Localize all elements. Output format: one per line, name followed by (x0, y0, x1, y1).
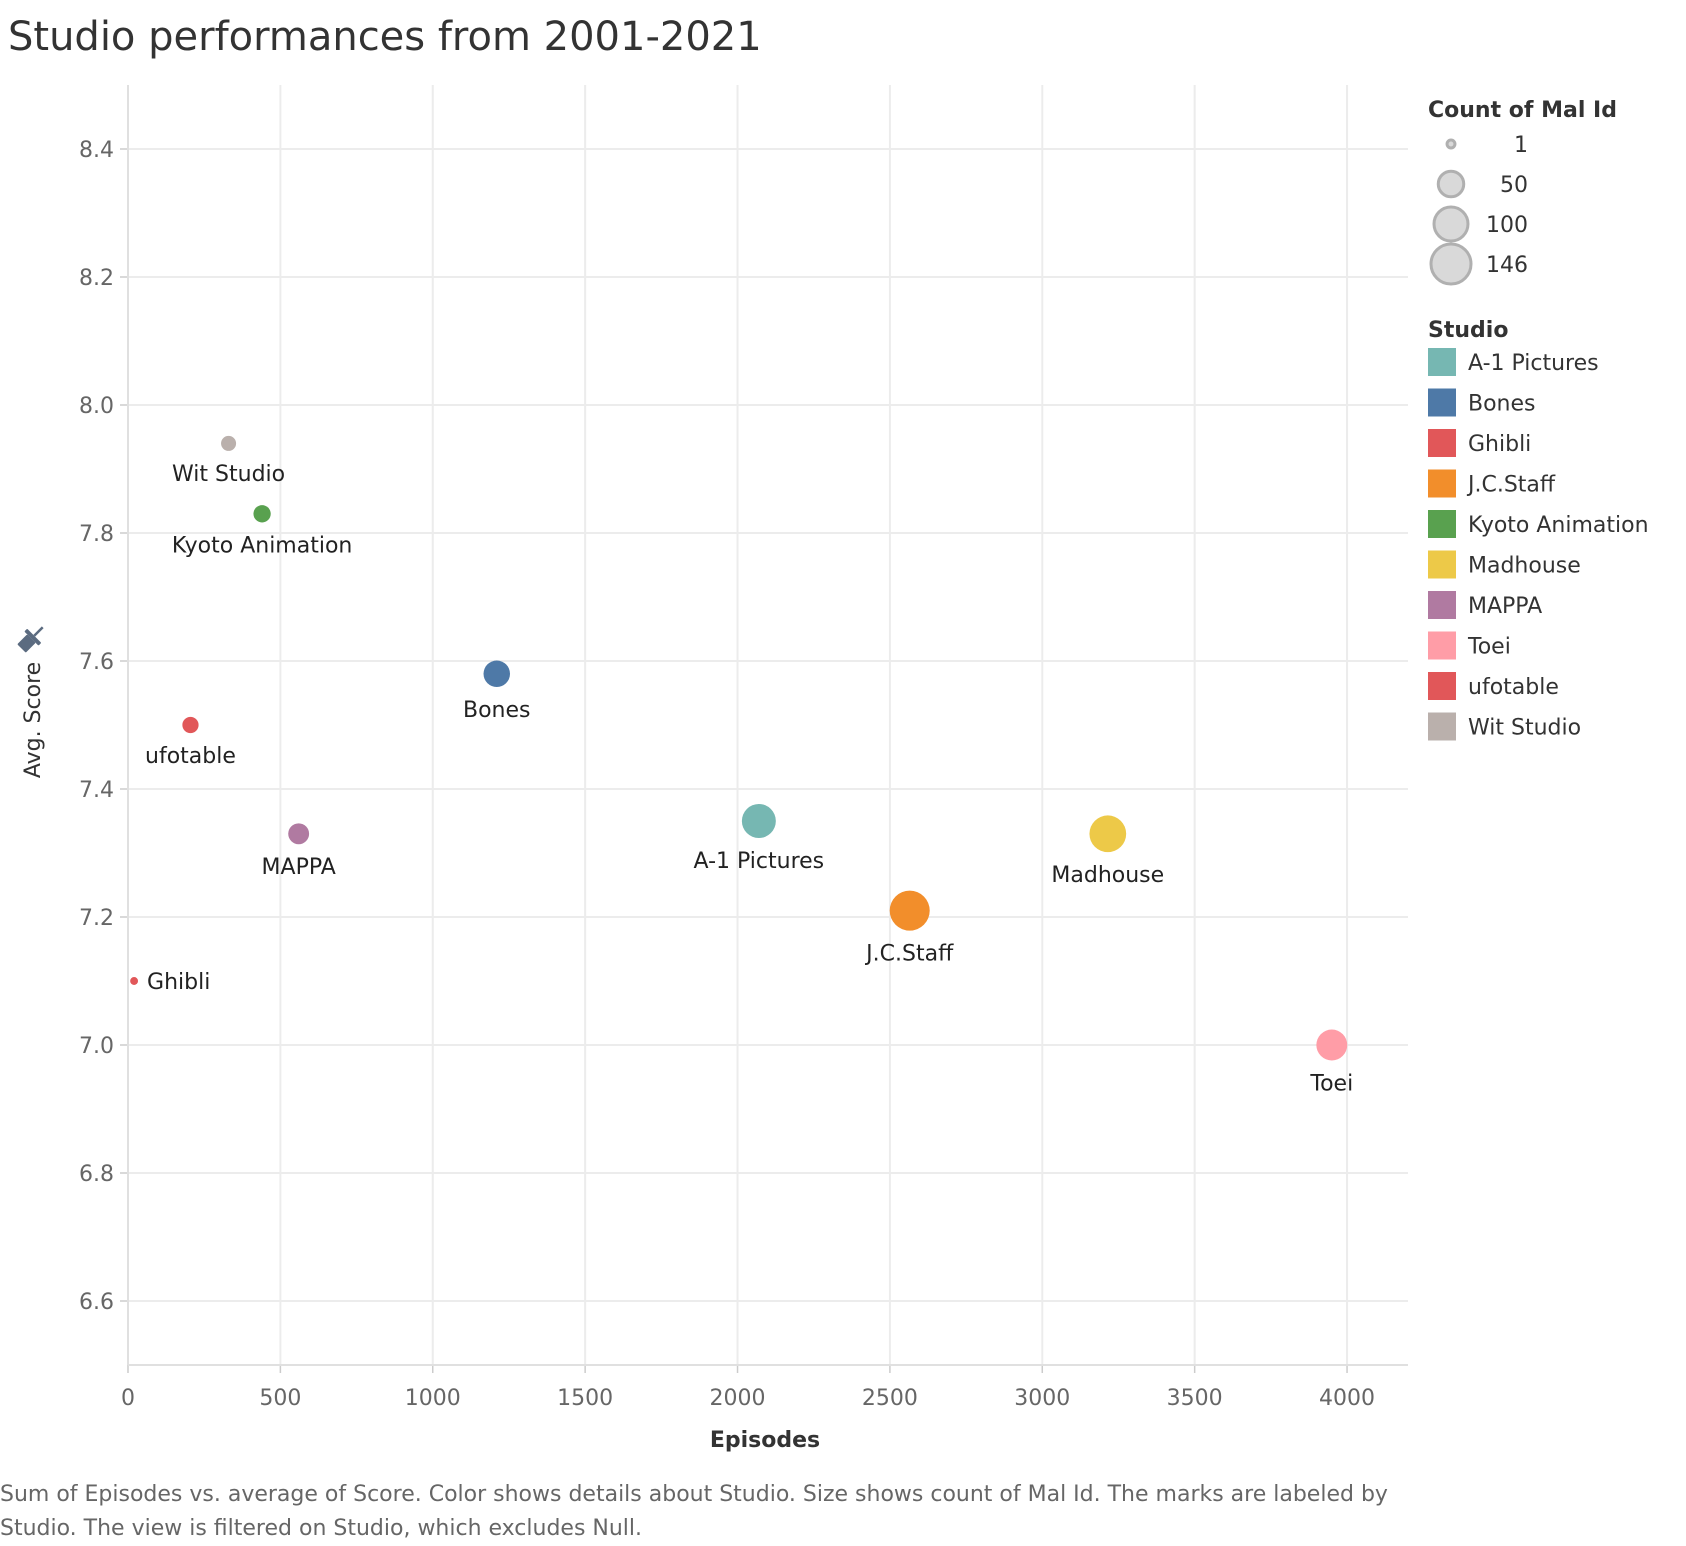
point-ufotable (182, 716, 199, 734)
size-legend-label: 1 (1514, 133, 1528, 158)
x-axis: 0 500 1000 1500 2000 2500 3000 3500 4000 (121, 1364, 1408, 1411)
size-legend-circle (1445, 138, 1457, 150)
color-legend-label: Kyoto Animation (1468, 513, 1649, 538)
color-legend-label: Toei (1467, 635, 1511, 660)
x-tick-label: 2000 (710, 1386, 766, 1411)
color-swatch (1428, 429, 1456, 457)
color-legend-title: Studio (1428, 318, 1508, 343)
size-legend-label: 50 (1500, 173, 1528, 198)
point-bones (483, 660, 511, 688)
color-swatch (1428, 591, 1456, 619)
point-label-ghibli: Ghibli (147, 970, 210, 995)
color-swatch (1428, 510, 1456, 538)
color-swatch (1428, 712, 1456, 741)
x-tick-label: 2500 (862, 1386, 918, 1411)
point-label-toei: Toei (1309, 1071, 1353, 1096)
point-label-bones: Bones (463, 698, 531, 723)
chart-caption: Sum of Episodes vs. average of Score. Co… (0, 1482, 1388, 1541)
point-label-kyoto-animation: Kyoto Animation (172, 533, 353, 558)
point-j-c-staff (889, 890, 930, 931)
color-legend-label: J.C.Staff (1466, 473, 1556, 498)
color-legend-label: Madhouse (1468, 554, 1581, 579)
x-tick-label: 4000 (1319, 1386, 1375, 1411)
point-toei (1316, 1029, 1348, 1061)
color-legend-label: A-1 Pictures (1468, 351, 1599, 376)
color-swatch (1428, 469, 1456, 498)
point-mappa (288, 823, 310, 845)
x-tick-label: 3000 (1014, 1386, 1070, 1411)
size-legend-label: 146 (1486, 253, 1528, 278)
x-tick-label: 3500 (1167, 1386, 1223, 1411)
x-tick-label: 1000 (405, 1386, 461, 1411)
point-a-1-pictures (741, 804, 776, 838)
chart-title: Studio performances from 2001-2021 (8, 14, 762, 60)
pin-icon[interactable] (14, 620, 49, 655)
y-tick-label: 6.6 (79, 1290, 114, 1315)
x-tick-label: 500 (259, 1386, 301, 1411)
y-tick-label: 7.2 (79, 906, 114, 931)
point-ghibli (130, 977, 139, 985)
data-points: Wit Studio Kyoto Animation Bones ufotable MA… (130, 435, 1353, 1096)
point-label-wit-studio: Wit Studio (172, 462, 285, 487)
point-wit-studio (221, 435, 237, 451)
y-tick-label: 8.0 (79, 394, 114, 419)
grid-lines (127, 85, 1408, 1365)
size-legend-circle (1429, 242, 1473, 286)
size-legend-circle (1436, 169, 1466, 199)
size-legend: Count of Mal Id 1 50 100 146 (1428, 98, 1617, 286)
y-tick-label: 7.8 (79, 522, 114, 547)
x-tick-label: 1500 (557, 1386, 613, 1411)
point-kyoto-animation (253, 505, 271, 523)
x-axis-title: Episodes (710, 1428, 820, 1453)
x-tick-label: 0 (121, 1386, 135, 1411)
color-legend-label: ufotable (1468, 675, 1559, 700)
y-tick-label: 7.6 (79, 650, 114, 675)
color-legend-label: Wit Studio (1468, 716, 1581, 741)
color-swatch (1428, 672, 1456, 700)
size-legend-title: Count of Mal Id (1428, 98, 1617, 123)
size-legend-label: 100 (1486, 213, 1528, 238)
size-legend-circle (1432, 205, 1470, 243)
y-tick-label: 6.8 (79, 1162, 114, 1187)
color-swatch (1428, 348, 1456, 376)
y-axis-title: Avg. Score (21, 662, 46, 778)
point-label-j-c-staff: J.C.Staff (864, 942, 954, 967)
y-tick-label: 8.4 (79, 138, 114, 163)
point-label-mappa: MAPPA (262, 855, 336, 880)
color-swatch (1428, 550, 1456, 579)
color-legend-label: Bones (1468, 392, 1536, 417)
color-swatch (1428, 388, 1456, 417)
y-tick-label: 7.4 (79, 778, 114, 803)
color-swatch (1428, 631, 1456, 660)
point-label-madhouse: Madhouse (1051, 863, 1164, 888)
point-label-a-1-pictures: A-1 Pictures (694, 849, 825, 874)
scatter-chart: 6.6 6.8 7.0 7.2 7.4 7.6 7.8 8.0 8.2 8.4 0 500 1000 1… (14, 85, 1649, 1453)
y-axis: 6.6 6.8 7.0 7.2 7.4 7.6 7.8 8.0 8.2 8.4 (79, 85, 129, 1365)
color-legend-label: MAPPA (1468, 594, 1542, 619)
y-tick-label: 7.0 (79, 1034, 114, 1059)
y-tick-label: 8.2 (79, 266, 114, 291)
color-legend: Studio A-1 Pictures Bones Ghibli J.C.Staff K… (1428, 318, 1649, 741)
color-legend-label: Ghibli (1468, 432, 1531, 457)
point-label-ufotable: ufotable (145, 744, 236, 769)
point-madhouse (1089, 815, 1127, 853)
